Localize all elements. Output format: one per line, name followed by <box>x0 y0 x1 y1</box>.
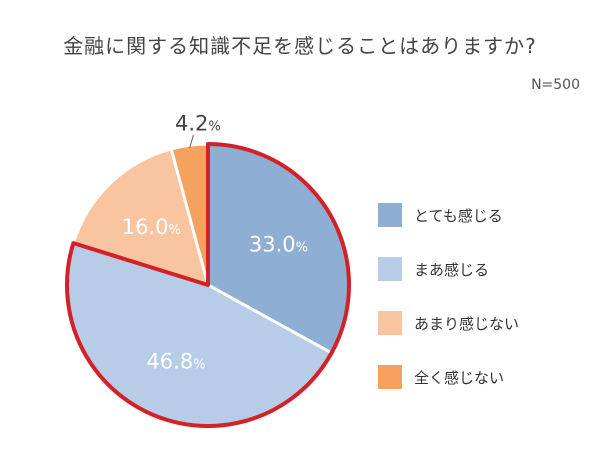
legend-label: まあ感じる <box>414 260 490 279</box>
legend-item: まあ感じる <box>378 256 519 282</box>
slice-label-3: 16.0% <box>122 215 181 239</box>
sample-size: N=500 <box>531 77 580 93</box>
legend-swatch <box>378 365 402 389</box>
legend-item: 全く感じない <box>378 364 519 390</box>
legend-swatch <box>378 311 402 335</box>
legend-item: とても感じる <box>378 202 519 228</box>
legend: とても感じる まあ感じるあまり感じない 全く感じない <box>378 202 519 418</box>
highlight-outline <box>65 142 351 428</box>
slice-label-2: 46.8% <box>146 349 205 373</box>
legend-label: 全く感じない <box>414 368 505 387</box>
leader-line <box>189 134 194 149</box>
legend-label: とても感じる <box>414 206 503 225</box>
legend-swatch <box>378 257 402 281</box>
slice-label-4: 4.2% <box>175 111 221 135</box>
chart-title: 金融に関する知識不足を感じることはありますか? <box>63 34 537 58</box>
legend-swatch <box>378 203 402 227</box>
pie-slice-3 <box>71 147 211 288</box>
slice-label-1: 33.0% <box>249 232 308 256</box>
legend-item: あまり感じない <box>378 310 519 336</box>
legend-label: あまり感じない <box>414 314 520 333</box>
